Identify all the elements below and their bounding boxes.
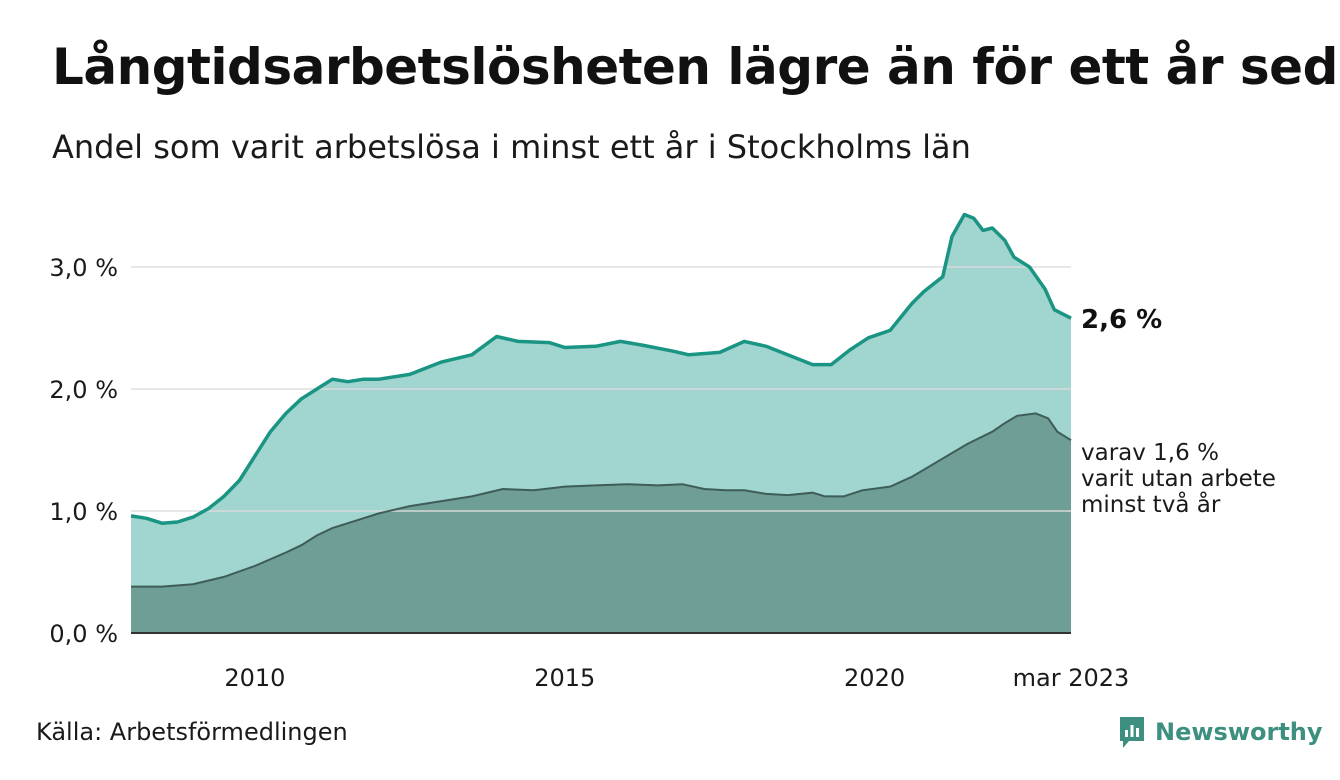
y-tick-label: 3,0 %: [49, 254, 118, 282]
brand-name: Newsworthy: [1155, 718, 1323, 746]
y-tick-label: 2,0 %: [49, 376, 118, 404]
x-tick-label: mar 2023: [1013, 664, 1130, 692]
series-line-two-years: [131, 412, 1072, 588]
end-label-two-years: varit utan arbete: [1081, 466, 1276, 492]
series-area-two-years: [131, 413, 1071, 633]
y-tick-label: 0,0 %: [49, 620, 118, 648]
series-line-total: [130, 212, 1072, 525]
x-tick-label: 2015: [534, 664, 595, 692]
source-note: Källa: Arbetsförmedlingen: [36, 718, 348, 746]
y-tick-label: 1,0 %: [49, 498, 118, 526]
newsworthy-logo-icon: [1120, 717, 1144, 748]
end-label-total: 2,6 %: [1081, 305, 1162, 335]
chart-subtitle: Andel som varit arbetslösa i minst ett å…: [52, 128, 971, 166]
brand-logo: Newsworthy: [1117, 714, 1323, 750]
x-tick-label: 2020: [844, 664, 905, 692]
chart-title: Långtidsarbetslösheten lägre än för ett …: [52, 38, 1340, 96]
end-label-two-years: varav 1,6 %: [1081, 440, 1219, 466]
end-label-two-years: minst två år: [1081, 490, 1221, 518]
x-tick-label: 2010: [224, 664, 285, 692]
